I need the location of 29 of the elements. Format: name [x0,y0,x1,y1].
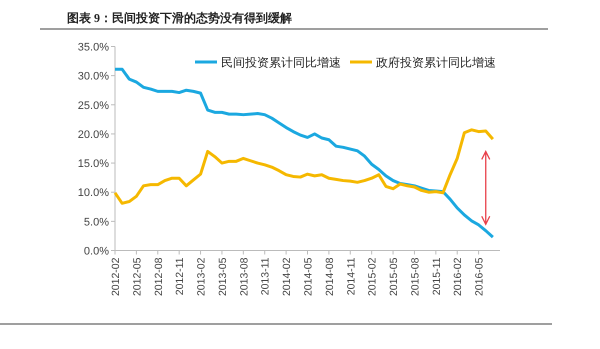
y-tick-label: 30.0% [78,70,110,83]
x-tick-label: 2016-05 [474,257,486,296]
chart-title: 图表 9：民间投资下滑的态势没有得到缓解 [67,11,292,25]
x-tick-label: 2013-11 [260,257,272,296]
y-tick-label: 5.0% [84,216,110,228]
x-tick-label: 2012-11 [174,257,186,296]
y-tick-label: 35.0% [78,42,110,54]
x-tick-label: 2012-08 [152,257,165,296]
y-tick-label: 15.0% [78,158,110,170]
y-tick-label: 25.0% [78,100,110,112]
legend-label: 民间投资累计同比增速 [221,56,341,70]
x-tick-label: 2015-05 [388,257,400,296]
x-tick-label: 2012-02 [110,257,122,296]
x-tick-label: 2013-05 [216,257,229,296]
x-tick-label: 2012-05 [131,257,144,296]
y-tick-label: 0.0% [84,246,110,258]
y-tick-label: 10.0% [78,187,110,200]
x-tick-label: 2015-11 [430,257,443,296]
x-tick-label: 2014-08 [324,257,336,296]
x-tick-label: 2016-02 [452,257,464,296]
x-tick-label: 2013-02 [196,257,208,296]
legend-label: 政府投资累计同比增速 [376,56,496,70]
x-tick-label: 2015-08 [409,257,422,296]
y-tick-label: 20.0% [78,128,110,141]
x-tick-label: 2015-02 [366,257,379,296]
x-tick-label: 2013-08 [238,257,250,296]
x-tick-label: 2014-02 [281,257,294,296]
x-tick-label: 2014-11 [345,257,358,296]
x-tick-label: 2014-05 [302,257,314,296]
